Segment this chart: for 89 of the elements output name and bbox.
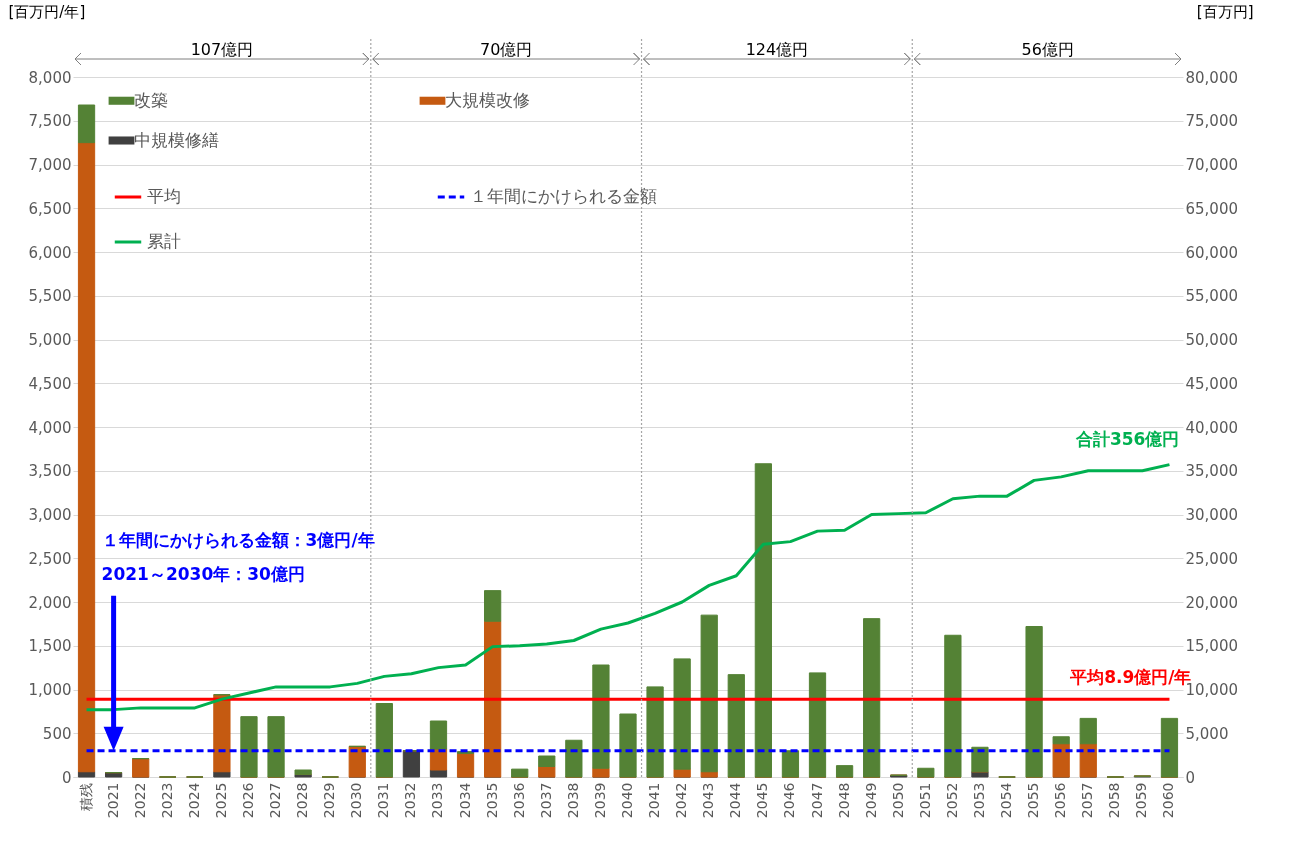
y2-tick-label: 60,000 (1185, 243, 1238, 262)
y-tick-label: 3,500 (28, 462, 72, 481)
text: 70億円 (479, 40, 533, 59)
y-tick-label: 5,500 (28, 287, 72, 306)
text: 56億円 (1021, 40, 1074, 59)
x-tick-label: 2056 (1052, 782, 1069, 819)
y2-tick-label: 30,000 (1185, 506, 1238, 524)
text: 124億円 (745, 40, 809, 59)
x-tick-label: 2049 (862, 782, 879, 819)
x-tick-label: 2034 (456, 782, 473, 819)
x-tick-label: 2023 (158, 782, 175, 819)
y2-tick-label: 45,000 (1185, 374, 1238, 393)
y-tick-label: 2,000 (28, 593, 72, 612)
y-axis-title: [百万円/年] (8, 2, 86, 21)
x-tick-label: 2029 (321, 782, 338, 819)
y-tick-label: 1,500 (28, 637, 72, 656)
legend-label: 中規模修繕 (134, 129, 219, 150)
y-tick-label: 6,000 (28, 243, 72, 262)
x-tick-label: 2026 (239, 782, 256, 819)
legend-label: １年間にかけられる金額 (470, 186, 657, 206)
y-tick-label: 0 (61, 768, 72, 787)
x-tick-label: 2046 (781, 782, 798, 819)
y-tick-label: 500 (42, 724, 72, 743)
y-tick-label: 6,500 (28, 199, 72, 218)
y2-tick-label: 50,000 (1185, 331, 1238, 349)
y-tick-label: 1,000 (28, 681, 72, 699)
x-tick-label: 2038 (564, 782, 581, 819)
x-tick-label: 2048 (835, 782, 852, 819)
x-tick-label: 2027 (267, 782, 284, 819)
x-tick-label: 2055 (1025, 782, 1042, 819)
x-tick-label: 2030 (348, 782, 365, 819)
y2-tick-label: 15,000 (1185, 637, 1238, 656)
legend-label: 平均 (147, 186, 181, 206)
x-tick-label: 2037 (537, 782, 554, 819)
y2-tick-label: 5,000 (1185, 724, 1229, 743)
x-tick-label: 2057 (1079, 782, 1096, 819)
x-tick-label: 2032 (402, 782, 419, 819)
y2-tick-label: 70,000 (1185, 156, 1238, 174)
y-tick-label: 8,000 (28, 68, 72, 87)
x-tick-label: 2045 (754, 782, 771, 819)
y-tick-label: 4,500 (28, 374, 72, 393)
y2-axis-title: [百万円] (1196, 2, 1254, 21)
y2-tick-label: 80,000 (1185, 68, 1238, 87)
x-tick-label: 2022 (131, 782, 148, 819)
x-tick-label: 2042 (673, 782, 690, 819)
y2-tick-label: 25,000 (1185, 549, 1238, 568)
y2-tick-label: 20,000 (1185, 593, 1238, 612)
annotation: １年間にかけられる金額：3億円/年 (101, 529, 375, 550)
x-tick-label: 2060 (1160, 782, 1177, 819)
annotation: 合計356億円 (1074, 428, 1180, 449)
x-tick-label: 2039 (591, 782, 608, 819)
y-tick-label: 3,000 (28, 506, 72, 524)
x-tick-label: 2052 (943, 782, 960, 819)
x-tick-label: 2025 (212, 782, 229, 819)
x-tick-label: 2021 (104, 782, 121, 819)
y2-tick-label: 65,000 (1185, 199, 1238, 218)
x-tick-label: 2031 (375, 782, 392, 819)
x-tick-label: 2053 (970, 782, 987, 819)
legend-label: 累計 (147, 231, 181, 251)
y-tick-label: 7,500 (28, 112, 72, 131)
annotation: 2021～2030年：30億円 (101, 563, 305, 584)
y2-tick-label: 35,000 (1185, 462, 1238, 481)
y-tick-label: 7,000 (28, 156, 72, 174)
y-tick-label: 5,000 (28, 331, 72, 349)
text: 107億円 (190, 40, 254, 59)
y2-tick-label: 40,000 (1185, 418, 1238, 437)
legend-label: 改築 (134, 89, 168, 110)
y2-tick-label: 55,000 (1185, 287, 1238, 306)
y2-tick-label: 75,000 (1185, 112, 1238, 131)
y-tick-label: 2,500 (28, 549, 72, 568)
x-tick-label: 2058 (1106, 782, 1123, 819)
x-tick-label: 2040 (619, 782, 635, 819)
x-tick-label: 2033 (429, 782, 446, 819)
x-tick-label: 2028 (294, 782, 311, 819)
x-tick-label: 2044 (727, 782, 744, 819)
x-tick-label: 2035 (483, 782, 500, 819)
x-tick-label: 2050 (889, 782, 906, 819)
y-tick-label: 4,000 (28, 418, 72, 437)
x-tick-label: 2043 (700, 782, 717, 819)
y2-tick-label: 0 (1185, 768, 1196, 787)
x-tick-label: 2051 (916, 782, 933, 819)
x-tick-label: 積残 (77, 782, 94, 811)
x-tick-label: 2041 (646, 782, 663, 819)
x-tick-label: 2059 (1133, 782, 1150, 819)
x-tick-label: 2054 (998, 782, 1015, 819)
x-tick-label: 2047 (808, 782, 825, 819)
legend-label: 大規模改修 (445, 89, 530, 110)
x-tick-label: 2024 (185, 782, 202, 819)
x-tick-label: 2036 (510, 782, 527, 819)
